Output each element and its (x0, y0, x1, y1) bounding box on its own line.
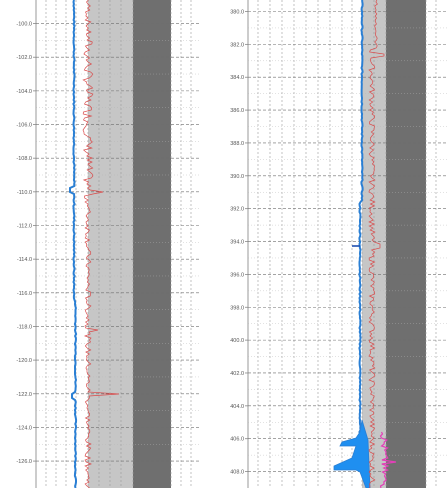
depth-tick-label-14: 408.0 (230, 470, 244, 476)
right-pink-curve (379, 431, 397, 488)
depth-tick-label-10: -120.0 (16, 358, 32, 364)
depth-tick-label-9: 398.0 (230, 305, 244, 311)
left-red-curve (82, 0, 120, 488)
depth-tick-label-7: -114.0 (17, 257, 32, 263)
depth-tick-label-12: -124.0 (16, 425, 32, 431)
depth-tick-label-6: 392.0 (230, 207, 244, 213)
right-series (333, 0, 397, 488)
depth-tick-label-4: 388.0 (230, 141, 244, 147)
depth-tick-label-5: 390.0 (230, 174, 244, 180)
depth-tick-label-0: -100.0 (16, 22, 32, 28)
right-red-curve (368, 0, 385, 488)
left-depth-ticks: -100.0 -102.0 -104.0 -106.0 -108.0 -110.0 -112… (16, 22, 36, 465)
left-light-band (88, 0, 133, 488)
left-dark-band (133, 0, 171, 488)
left-horizontal-gridlines (36, 23, 200, 462)
depth-tick-label-4: -108.0 (16, 156, 32, 162)
depth-tick-label-7: 394.0 (230, 240, 244, 246)
right-blue-fill-spikes (333, 419, 371, 488)
left-series (69, 0, 120, 488)
depth-tick-label-13: -126.0 (16, 459, 32, 465)
depth-tick-label-1: 382.0 (230, 42, 244, 48)
depth-tick-label-11: -122.0 (16, 392, 32, 398)
depth-tick-label-3: 386.0 (230, 108, 244, 114)
depth-tick-label-1: -102.0 (16, 55, 32, 61)
depth-tick-label-13: 406.0 (230, 437, 244, 443)
depth-tick-label-8: 396.0 (230, 272, 244, 278)
right-dark-band (386, 0, 426, 488)
right-vertical-gridlines (257, 0, 437, 488)
depth-tick-label-9: -118.0 (17, 324, 32, 330)
depth-tick-label-2: -104.0 (16, 89, 32, 95)
depth-tick-label-11: 402.0 (230, 371, 244, 377)
depth-tick-label-3: -106.0 (16, 123, 32, 129)
depth-tick-label-8: -116.0 (17, 291, 32, 297)
depth-tick-label-0: 380.0 (230, 10, 244, 16)
depth-tick-label-10: 400.0 (230, 338, 244, 344)
depth-tick-label-12: 404.0 (230, 404, 244, 410)
depth-tick-label-5: -110.0 (17, 190, 32, 196)
depth-tick-label-6: -112.0 (17, 223, 32, 229)
right-blue-curve (358, 0, 364, 441)
right-depth-ticks: 380.0 382.0 384.0 386.0 388.0 390.0 392.0 394.0… (230, 10, 248, 476)
right-horizontal-gridlines (248, 11, 447, 472)
depth-tick-label-2: 384.0 (230, 75, 244, 81)
left-log-track: -100.0 -102.0 -104.0 -106.0 -108.0 -110.0 -112… (16, 0, 200, 488)
right-log-track: 380.0 382.0 384.0 386.0 388.0 390.0 392.0 394.0… (230, 0, 447, 488)
left-blue-curve (69, 0, 78, 488)
left-vertical-gridlines (45, 0, 192, 488)
